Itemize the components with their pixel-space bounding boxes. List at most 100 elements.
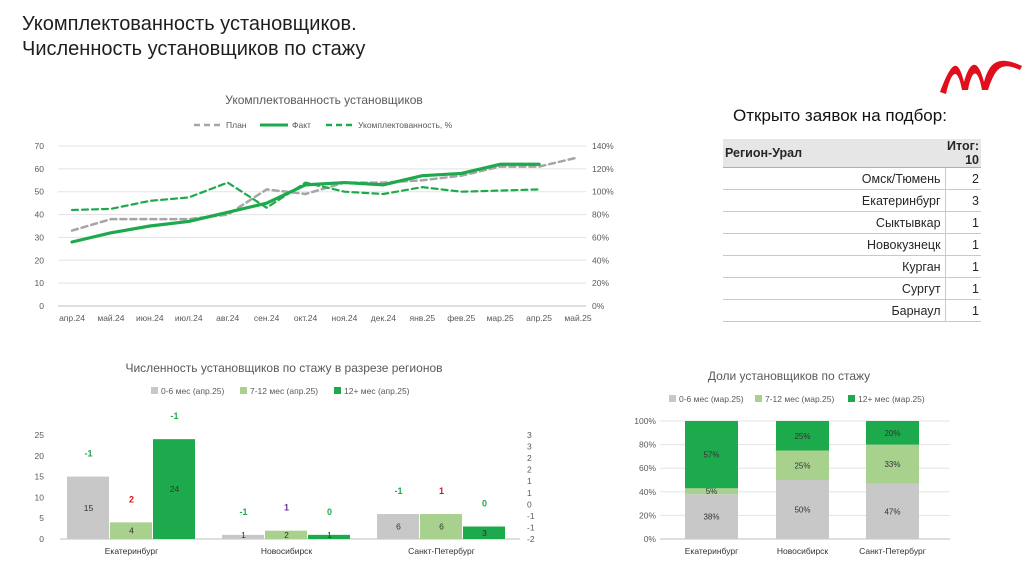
bar	[463, 526, 505, 539]
data-label: 3	[482, 528, 487, 538]
x-tick-label: июл.24	[175, 313, 203, 323]
page-title-line1: Укомплектованность установщиков.	[22, 13, 357, 35]
stack-segment	[866, 421, 919, 445]
stack-segment	[776, 450, 829, 480]
change-label: 0	[327, 507, 332, 517]
y2-tick-label: 20%	[592, 278, 609, 288]
share-chart-title: Доли установщиков по стажу	[708, 369, 870, 383]
change-label: 1	[284, 503, 289, 513]
y-tick-label: 5	[39, 513, 44, 523]
y2-tick-label: 60%	[592, 232, 609, 242]
stack-segment	[685, 421, 738, 489]
share-legend-7-12-swatch	[755, 395, 762, 402]
page-title-line2: Численность установщиков по стажу	[22, 38, 366, 60]
y-tick-label: 0	[39, 534, 44, 544]
table-row: Омск/Тюмень 2	[723, 167, 981, 190]
region-header: Регион-Урал	[723, 139, 946, 168]
y-tick-label: 20%	[639, 510, 656, 520]
share-legend-0-6-label: 0-6 мес (мар.25)	[679, 394, 744, 404]
bar	[222, 534, 264, 539]
count-cell: 1	[945, 233, 981, 256]
table-row: Сыктывкар 1	[723, 211, 981, 234]
stack-segment	[866, 483, 919, 539]
data-label: 24	[170, 484, 180, 494]
stack-segment	[776, 480, 829, 539]
line-chart-legend: План Факт Укомплектованность, %	[194, 120, 453, 130]
stack-segment	[776, 421, 829, 451]
data-label: 25%	[794, 461, 810, 470]
share-chart-legend: 0-6 мес (мар.25) 7-12 мес (мар.25) 12+ м…	[669, 394, 925, 404]
y-tick-label: 30	[35, 232, 45, 242]
plan-line	[70, 156, 580, 232]
data-label: 38%	[703, 513, 719, 522]
x-tick-label: апр.24	[59, 313, 85, 323]
table-row: Курган 1	[723, 255, 981, 278]
change-label: -1	[84, 449, 92, 459]
y-tick-label: 10	[35, 278, 45, 288]
x-tick-label: май.24	[97, 313, 124, 323]
y-tick-label: 40%	[639, 487, 656, 497]
y-tick-label: 60	[35, 164, 45, 174]
data-label: 33%	[884, 460, 900, 469]
stack-segment	[685, 494, 738, 539]
x-tick-label: авг.24	[216, 313, 239, 323]
y-tick-label: 20	[35, 255, 45, 265]
table-row: Сургут 1	[723, 277, 981, 300]
data-label: 20%	[884, 429, 900, 438]
table-row: Барнаул 1	[723, 299, 981, 322]
city-cell: Сыктывкар	[723, 211, 946, 234]
y2-tick-label: 0	[527, 499, 532, 509]
data-label: 25%	[794, 432, 810, 441]
x-tick-label: фев.25	[447, 313, 475, 323]
bar-chart-title: Численность установщиков по стажу в разр…	[125, 361, 442, 375]
change-label: 1	[439, 486, 444, 496]
data-label: 1	[327, 530, 332, 540]
x-tick-label: май.25	[564, 313, 591, 323]
bar	[308, 534, 350, 539]
bar-chart-legend: 0-6 мес (апр.25) 7-12 мес (апр.25) 12+ м…	[151, 386, 410, 396]
y-tick-label: 20	[35, 451, 45, 461]
bar	[67, 476, 109, 539]
y2-tick-label: 3	[527, 442, 532, 452]
data-label: 2	[284, 530, 289, 540]
table-row: Новокузнецк 1	[723, 233, 981, 256]
legend-7-12-swatch	[240, 387, 247, 394]
line-chart-title: Укомплектованность установщиков	[225, 93, 423, 107]
y2-tick-label: 80%	[592, 210, 609, 220]
data-label: 4	[129, 526, 134, 536]
change-label: -1	[170, 411, 178, 421]
y2-tick-label: 1	[527, 476, 532, 486]
x-tick-label: июн.24	[136, 313, 164, 323]
y-tick-label: 100%	[634, 416, 656, 426]
y2-tick-label: -1	[527, 511, 535, 521]
stack-segment	[685, 488, 738, 495]
y2-tick-label: 40%	[592, 255, 609, 265]
y2-tick-label: 100%	[592, 187, 614, 197]
bar	[265, 530, 307, 539]
y2-tick-label: -2	[527, 534, 535, 544]
y2-tick-label: 120%	[592, 164, 614, 174]
x-tick-label: апр.25	[526, 313, 552, 323]
share-legend-7-12-label: 7-12 мес (мар.25)	[765, 394, 835, 404]
y2-tick-label: -1	[527, 522, 535, 532]
y-tick-label: 15	[35, 472, 45, 482]
count-cell: 3	[945, 189, 981, 212]
y2-tick-label: 2	[527, 453, 532, 463]
count-cell: 1	[945, 255, 981, 278]
y2-tick-label: 140%	[592, 141, 614, 151]
staffing-line	[70, 181, 541, 212]
total-header: Итог: 10	[945, 139, 981, 168]
bar	[377, 514, 419, 539]
fact-line	[70, 162, 541, 244]
x-tick-label: Санкт-Петербург	[859, 546, 926, 556]
applications-table: Регион-Урал Итог: 10 Омск/Тюмень 2 Екатер…	[723, 139, 981, 322]
y-tick-label: 80%	[639, 440, 656, 450]
x-tick-label: Новосибирск	[261, 546, 313, 556]
count-cell: 2	[945, 167, 981, 190]
share-legend-12plus-swatch	[848, 395, 855, 402]
share-legend-12plus-label: 12+ мес (мар.25)	[858, 394, 925, 404]
x-tick-label: Санкт-Петербург	[408, 546, 475, 556]
city-cell: Екатеринбург	[723, 189, 946, 212]
y2-tick-label: 1	[527, 488, 532, 498]
